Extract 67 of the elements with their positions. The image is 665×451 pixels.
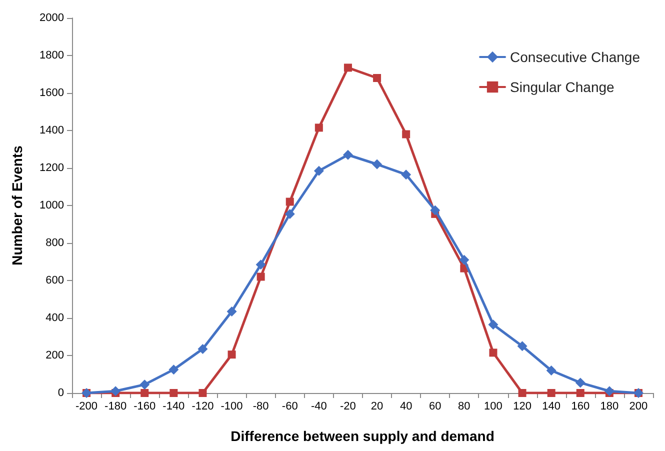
y-tick-label: 2000 <box>40 12 64 24</box>
y-axis-title: Number of Events <box>9 145 25 266</box>
x-tick-label: -120 <box>192 400 214 412</box>
point <box>284 208 295 219</box>
x-tick-label: 160 <box>571 400 590 412</box>
point <box>604 386 614 396</box>
y-tick-label: 600 <box>46 274 64 286</box>
x-tick-label: -100 <box>220 400 243 412</box>
y-tick-label: 1800 <box>40 50 64 62</box>
x-tick-label: -180 <box>104 400 127 412</box>
point <box>140 389 149 397</box>
point <box>314 166 324 176</box>
x-tick-label: -40 <box>310 400 327 412</box>
legend-label: Consecutive Change <box>510 49 640 65</box>
point <box>576 389 584 397</box>
point <box>140 380 150 390</box>
point <box>488 320 498 330</box>
point <box>430 205 440 216</box>
point <box>228 350 236 359</box>
point <box>344 64 352 72</box>
x-tick-label: -140 <box>162 400 185 412</box>
x-tick-label: 120 <box>513 400 532 412</box>
y-tick-label: 1200 <box>40 162 64 174</box>
x-tick-label: 180 <box>600 400 619 412</box>
x-tick-label: 60 <box>429 400 442 412</box>
point <box>168 364 179 375</box>
point <box>373 74 382 82</box>
x-tick-label: -20 <box>340 400 356 412</box>
y-tick-label: 800 <box>46 237 64 249</box>
x-axis-title: Difference between supply and demand <box>230 428 494 444</box>
point <box>401 170 412 180</box>
point <box>256 272 265 281</box>
point <box>517 341 528 352</box>
legend-label: Singular Change <box>510 79 615 95</box>
x-tick-label: 20 <box>370 400 384 412</box>
point <box>314 124 323 132</box>
x-tick-label: 40 <box>400 400 412 412</box>
point <box>489 348 498 357</box>
point <box>372 159 382 170</box>
x-tick-label: 100 <box>484 400 502 412</box>
point <box>547 389 556 397</box>
point <box>226 306 237 316</box>
point <box>170 389 178 397</box>
y-tick-label: 1000 <box>40 200 64 212</box>
x-tick-label: 80 <box>458 400 470 412</box>
y-tick-label: 1600 <box>40 87 64 99</box>
y-tick-label: 200 <box>46 350 64 362</box>
point <box>110 386 121 396</box>
point <box>198 344 208 354</box>
y-tick-label: 1400 <box>40 124 64 136</box>
x-tick-label: 140 <box>542 400 561 412</box>
x-tick-label: -60 <box>282 400 298 412</box>
point <box>402 130 410 138</box>
point <box>256 260 266 270</box>
point <box>198 389 207 397</box>
y-tick-label: 400 <box>46 312 64 324</box>
y-tick-label: 0 <box>58 387 64 399</box>
x-tick-label: -80 <box>252 400 269 412</box>
point <box>575 378 586 388</box>
x-tick-label: -160 <box>134 400 156 412</box>
point <box>459 254 470 265</box>
point <box>342 150 353 160</box>
point <box>286 198 294 206</box>
x-tick-label: 200 <box>629 400 648 412</box>
point <box>546 366 556 376</box>
point <box>518 389 526 397</box>
x-tick-label: -200 <box>76 400 98 412</box>
